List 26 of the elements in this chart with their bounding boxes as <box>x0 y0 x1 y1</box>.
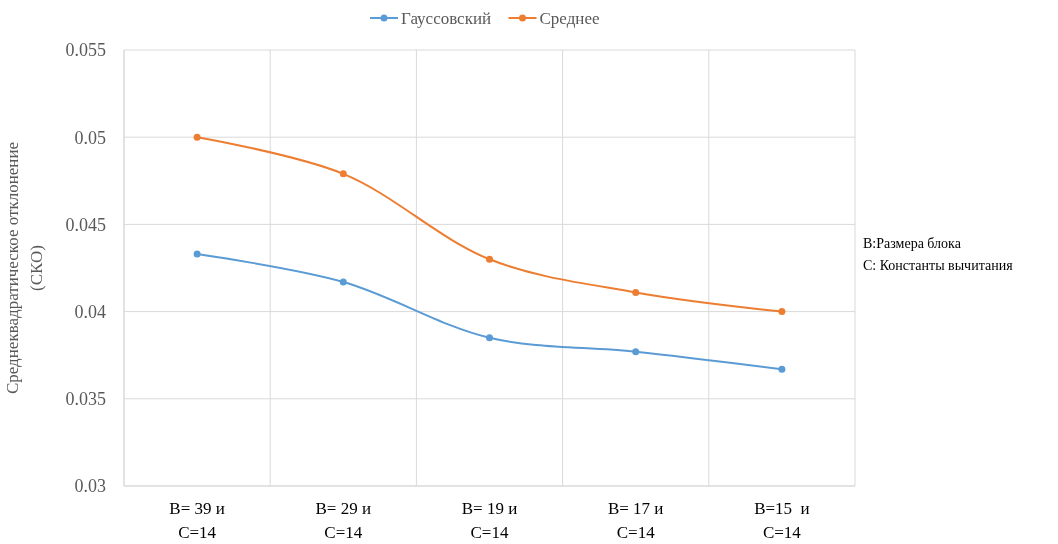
x-tick-label: B= 29 и C=14 <box>315 499 372 542</box>
point <box>632 348 640 356</box>
point <box>486 334 493 342</box>
point <box>193 133 201 141</box>
text: B:Размера блока <box>863 236 962 251</box>
legend-label: Среднее <box>539 8 600 28</box>
point <box>778 365 786 373</box>
x-tick-label: B= 39 и C=14 <box>169 499 225 542</box>
y-tick-label: 0.04 <box>74 301 106 322</box>
y-tick-label: 0.05 <box>74 127 106 148</box>
y-tick-label: 0.03 <box>74 476 106 497</box>
x-tick-label: B=15 и C=14 <box>754 499 810 542</box>
point <box>339 278 347 286</box>
y-axis-title: Среднеквадратическое отклонение (СКО) <box>3 141 46 395</box>
point <box>632 288 640 296</box>
y-tick-label: 0.055 <box>65 40 106 61</box>
point <box>193 250 201 258</box>
legend-label: Гауссовский <box>401 8 492 28</box>
point <box>486 255 493 263</box>
point <box>339 170 347 178</box>
y-tick-label: 0.035 <box>65 389 106 410</box>
x-tick-label: B= 17 и C=14 <box>607 499 664 542</box>
x-tick-label: B= 19 и C=14 <box>461 499 518 542</box>
point <box>778 308 786 316</box>
text: C: Константы вычитания <box>863 258 1014 273</box>
y-tick-label: 0.045 <box>65 214 106 235</box>
